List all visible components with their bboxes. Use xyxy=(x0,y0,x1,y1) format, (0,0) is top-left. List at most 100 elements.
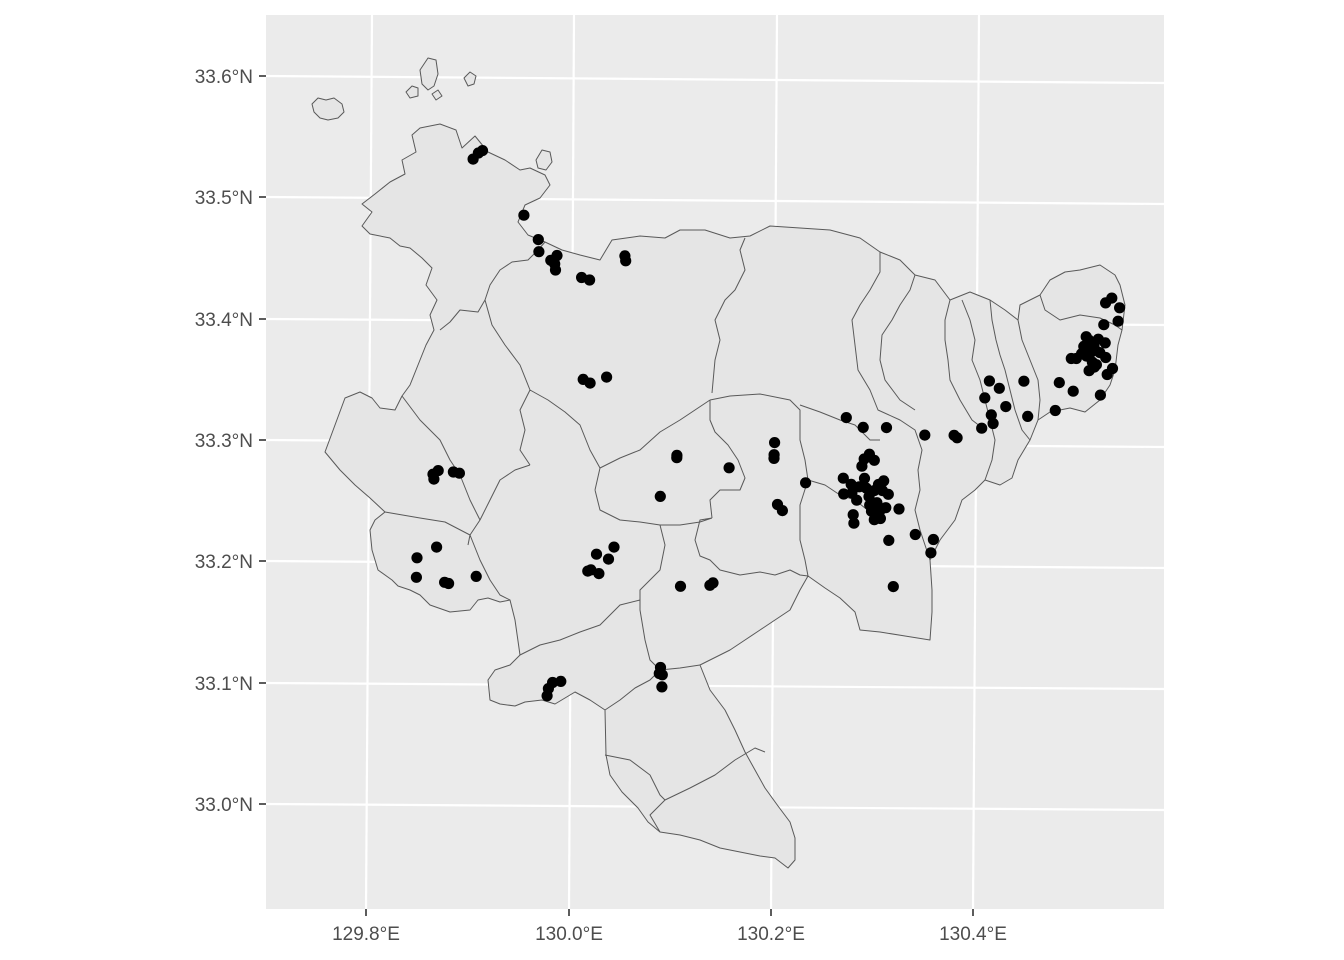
observation-point xyxy=(476,145,489,157)
observation-point xyxy=(1114,302,1126,314)
x-tick-label: 129.8°E xyxy=(332,924,400,945)
observation-point xyxy=(1094,389,1106,401)
observation-point xyxy=(1022,410,1034,422)
observation-point xyxy=(769,437,781,449)
island-6 xyxy=(431,89,443,101)
observation-point xyxy=(951,432,963,444)
observation-point xyxy=(848,517,860,529)
observation-point xyxy=(584,274,596,286)
y-axis: 33.0°N 33.1°N 33.2°N 33.3°N 33.4°N 33.5°… xyxy=(195,67,266,816)
observation-point xyxy=(878,475,890,487)
y-tick-label: 33.3°N xyxy=(195,431,253,452)
observation-point xyxy=(925,547,937,559)
gridline-lat-33-6 xyxy=(265,74,1165,85)
observation-point xyxy=(857,421,869,433)
observation-point xyxy=(985,409,997,421)
observation-point xyxy=(838,488,850,500)
y-tick-label: 33.5°N xyxy=(195,188,253,209)
observation-point xyxy=(847,509,859,521)
observation-point xyxy=(880,502,892,514)
observation-point xyxy=(887,581,899,593)
observation-point xyxy=(410,571,422,583)
observation-point xyxy=(1049,404,1061,417)
observation-point xyxy=(871,497,883,509)
observation-point xyxy=(1000,401,1012,413)
observation-point xyxy=(608,541,620,553)
gridline-lat-33-1 xyxy=(265,681,1165,691)
y-tick-label: 33.6°N xyxy=(195,67,253,88)
observation-point xyxy=(593,568,605,580)
observation-point xyxy=(551,249,563,262)
observation-point xyxy=(1106,292,1118,304)
observation-point xyxy=(547,676,559,689)
observation-point xyxy=(874,512,887,525)
observation-point xyxy=(976,422,988,434)
observation-point xyxy=(470,570,482,583)
prefecture-map xyxy=(311,57,1126,869)
observation-point xyxy=(656,681,668,693)
observation-point xyxy=(671,452,683,464)
observation-point xyxy=(656,669,668,681)
observation-point xyxy=(883,534,895,547)
x-tick-label: 130.0°E xyxy=(535,924,603,945)
y-tick-label: 33.4°N xyxy=(195,310,253,331)
island-2 xyxy=(419,57,439,91)
observation-point xyxy=(411,552,423,564)
observation-point xyxy=(532,234,544,246)
observation-point xyxy=(1090,359,1102,371)
observation-point xyxy=(868,454,880,466)
observation-point xyxy=(1112,315,1124,327)
observation-point xyxy=(927,533,940,546)
observation-point xyxy=(654,490,666,502)
observation-point xyxy=(707,577,719,589)
observation-point xyxy=(549,264,562,276)
observation-point xyxy=(880,422,893,434)
observation-point xyxy=(909,528,921,541)
observation-point xyxy=(555,675,567,688)
observation-point xyxy=(979,392,991,404)
observation-point xyxy=(893,503,905,515)
observation-point xyxy=(674,580,687,592)
observation-point xyxy=(518,209,530,221)
y-tick-label: 33.2°N xyxy=(195,552,253,573)
observation-point xyxy=(601,371,613,383)
observation-point xyxy=(431,541,443,553)
observation-point xyxy=(1018,375,1030,387)
observation-point xyxy=(882,488,894,500)
y-tick-label: 33.1°N xyxy=(195,674,253,695)
observation-point xyxy=(533,246,545,258)
observation-point xyxy=(851,494,863,506)
observation-point xyxy=(590,548,603,560)
observation-point xyxy=(858,472,871,484)
island-4 xyxy=(463,71,477,87)
observation-point xyxy=(428,473,440,485)
observation-point xyxy=(919,429,931,441)
observation-point xyxy=(1098,319,1110,331)
observation-point xyxy=(837,472,849,484)
island-5 xyxy=(535,149,553,171)
observation-point xyxy=(723,462,735,474)
observation-point xyxy=(1067,385,1079,397)
island-1 xyxy=(311,97,345,121)
observation-point xyxy=(800,477,812,489)
observation-point xyxy=(620,255,632,267)
observation-point xyxy=(453,467,465,479)
observation-point xyxy=(776,505,789,517)
observation-point xyxy=(993,382,1005,394)
observation-point xyxy=(983,375,996,387)
x-tick-label: 130.2°E xyxy=(737,924,805,945)
observation-point xyxy=(768,452,780,464)
observation-point xyxy=(584,377,596,389)
observation-point xyxy=(1106,362,1119,375)
observation-point xyxy=(840,412,852,424)
x-tick-label: 130.4°E xyxy=(939,924,1007,945)
island-3 xyxy=(405,85,419,99)
observation-point xyxy=(865,505,878,517)
observation-points xyxy=(410,145,1126,702)
observation-point xyxy=(1099,337,1111,349)
observation-point xyxy=(602,553,615,565)
observation-point xyxy=(987,417,999,430)
observation-point xyxy=(1053,377,1065,389)
observation-point xyxy=(443,577,455,590)
